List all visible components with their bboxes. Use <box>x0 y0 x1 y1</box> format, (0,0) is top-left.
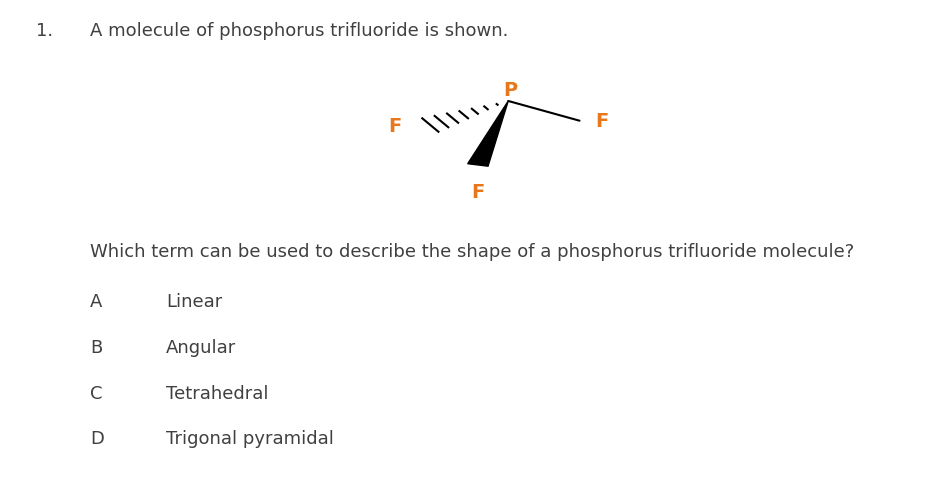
Text: C: C <box>90 384 103 402</box>
Polygon shape <box>467 102 508 167</box>
Text: Which term can be used to describe the shape of a phosphorus trifluoride molecul: Which term can be used to describe the s… <box>90 242 854 260</box>
Text: F: F <box>471 182 484 202</box>
Text: Trigonal pyramidal: Trigonal pyramidal <box>166 430 334 447</box>
Text: P: P <box>504 80 517 99</box>
Text: A molecule of phosphorus trifluoride is shown.: A molecule of phosphorus trifluoride is … <box>90 22 508 39</box>
Text: F: F <box>596 111 609 131</box>
Text: Linear: Linear <box>166 293 222 311</box>
Text: 1.: 1. <box>36 22 53 39</box>
Text: Tetrahedral: Tetrahedral <box>166 384 269 402</box>
Text: A: A <box>90 293 103 311</box>
Text: F: F <box>389 116 402 135</box>
Text: B: B <box>90 338 103 356</box>
Text: D: D <box>90 430 104 447</box>
Text: Angular: Angular <box>166 338 237 356</box>
